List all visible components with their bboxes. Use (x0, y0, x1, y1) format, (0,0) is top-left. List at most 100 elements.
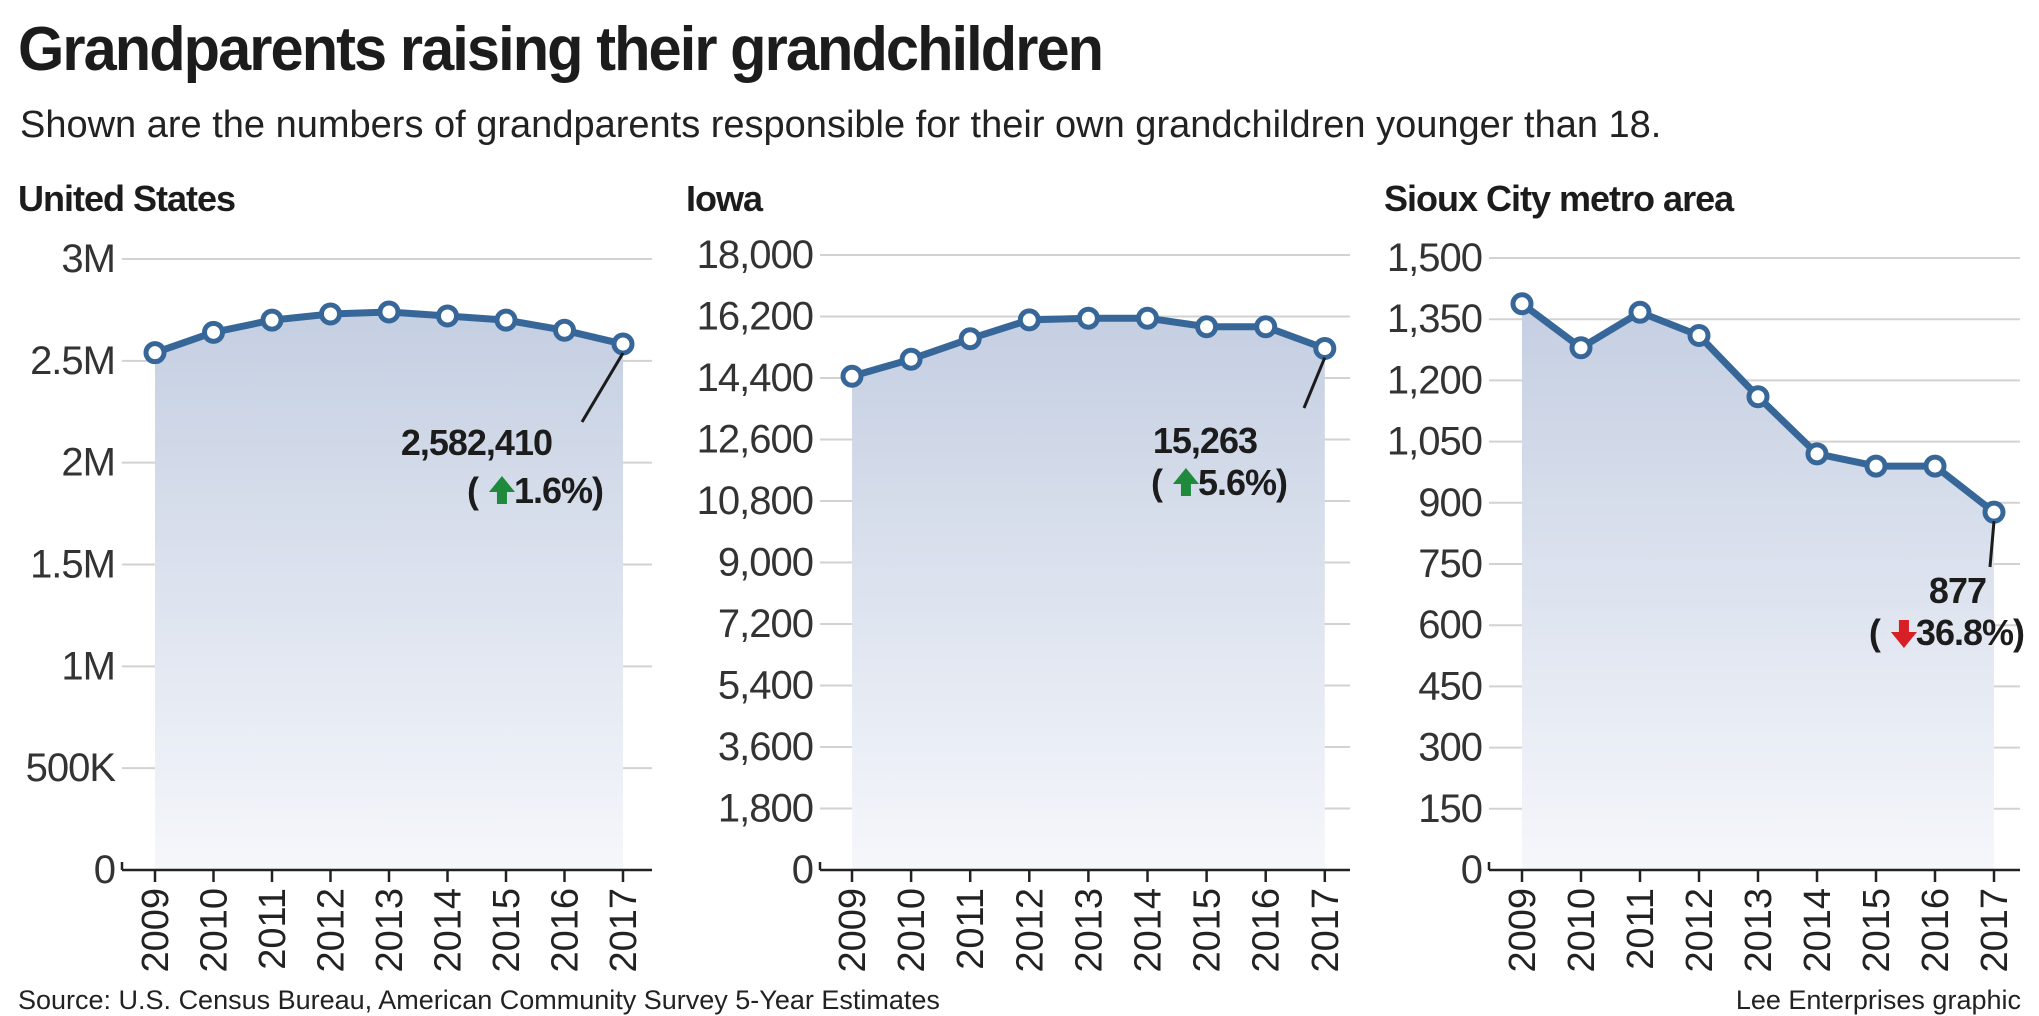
x-tick-label: 2012 (1679, 888, 1721, 973)
data-point-2011 (1628, 300, 1652, 324)
y-tick-label: 9,000 (718, 541, 813, 585)
x-tick-label: 2016 (1246, 888, 1288, 973)
annotation-arrow-gap: 36.8%) (1916, 612, 2024, 653)
y-tick-label: 1M (61, 644, 115, 688)
data-point-2015 (494, 308, 518, 332)
y-tick-label: 16,200 (697, 295, 813, 339)
annotation-leader (580, 352, 625, 423)
chart-sioux-city: 0 150 300 450 600 750 900 1,050 1,200 1,350 1,500 2… (1387, 236, 2025, 973)
y-tick-label: 1,350 (1387, 297, 1482, 341)
data-point-2011 (958, 327, 982, 351)
x-tick-label: 2013 (369, 888, 411, 973)
x-tick-label: 2015 (1187, 888, 1229, 973)
y-tick-label: 0 (1461, 848, 1482, 892)
y-tick-label: 1,200 (1387, 358, 1482, 402)
y-tick-label: 1.5M (30, 543, 115, 587)
data-point-2017 (611, 332, 635, 356)
panel-title-sioux-city: Sioux City metro area (1384, 178, 1734, 219)
x-tick-label: 2015 (486, 888, 528, 973)
panel-title-united-states: United States (18, 178, 236, 219)
y-tick-label: 1,500 (1387, 236, 1482, 280)
data-point-2009 (1510, 292, 1534, 316)
annotation-leader (1302, 356, 1327, 409)
data-point-2010 (202, 320, 225, 344)
annotation-paren-open: ( (1151, 462, 1163, 503)
annotation-change: (5.6%) (1151, 462, 1287, 503)
annotation-arrow-gap: 5.6%) (1198, 462, 1287, 503)
arrow-down-icon (1890, 620, 1917, 648)
x-tick-label: 2017 (1305, 888, 1347, 973)
y-tick-label: 1,800 (718, 787, 813, 831)
area-fill (155, 311, 623, 870)
x-tick-label: 2011 (1620, 888, 1662, 970)
annotation-change: (36.8%) (1869, 612, 2024, 653)
data-point-2013 (1076, 306, 1100, 330)
annotation-value: 2,582,410 (401, 422, 552, 463)
y-tick-label: 2.5M (30, 339, 115, 383)
x-tick-label: 2014 (428, 888, 470, 973)
annotation-change: (1.6%) (467, 470, 603, 511)
annotation-leader (1988, 521, 1996, 568)
data-point-2012 (1017, 308, 1041, 332)
credit-note: Lee Enterprises graphic (1735, 985, 2021, 1015)
source-note: Source: U.S. Census Bureau, American Com… (18, 985, 940, 1015)
annotation-paren-open: ( (467, 470, 479, 511)
area-fill (852, 318, 1325, 870)
x-tick-label: 2017 (1974, 888, 2016, 973)
x-tick-label: 2012 (1009, 888, 1051, 973)
y-tick-label: 500K (26, 746, 117, 790)
annotation-value: 15,263 (1153, 420, 1257, 461)
y-tick-label: 1,050 (1387, 420, 1482, 464)
y-tick-label: 10,800 (697, 479, 813, 523)
x-tick-label: 2012 (311, 888, 353, 973)
data-point-2009 (840, 364, 864, 388)
y-tick-label: 0 (792, 848, 813, 892)
x-tick-label: 2010 (891, 888, 933, 973)
y-tick-label: 750 (1418, 542, 1482, 586)
data-point-2015 (1195, 315, 1219, 339)
data-point-2012 (1687, 324, 1711, 348)
page-subtitle: Shown are the numbers of grandparents re… (20, 104, 1662, 146)
x-tick-label: 2016 (1915, 888, 1957, 973)
y-tick-label: 12,600 (697, 418, 813, 462)
y-tick-label: 3,600 (718, 725, 813, 769)
data-point-2014 (1136, 306, 1159, 330)
x-tick-label: 2014 (1128, 888, 1170, 973)
y-tick-label: 2M (61, 441, 115, 485)
x-tick-label: 2011 (252, 888, 294, 970)
y-tick-label: 14,400 (697, 356, 813, 400)
annotation-paren-open: ( (1869, 612, 1881, 653)
arrow-up-icon (1172, 468, 1199, 496)
panel-title-iowa: Iowa (686, 178, 763, 219)
data-point-2017 (1982, 500, 2006, 524)
data-point-2015 (1864, 454, 1888, 478)
data-point-2009 (143, 341, 167, 365)
data-point-2013 (377, 300, 401, 324)
data-point-2013 (1746, 385, 1770, 409)
x-tick-label: 2016 (545, 888, 587, 973)
data-point-2016 (1254, 315, 1278, 339)
x-tick-label: 2009 (135, 888, 177, 973)
y-tick-label: 5,400 (718, 664, 813, 708)
chart-iowa: 0 1,800 3,600 5,400 7,200 9,000 10,800 12,600 14… (697, 233, 1350, 973)
x-tick-label: 2014 (1797, 888, 1839, 973)
x-tick-label: 2010 (1561, 888, 1603, 973)
data-point-2017 (1313, 337, 1337, 361)
data-point-2011 (260, 308, 284, 332)
data-point-2010 (899, 347, 923, 371)
annotation-value: 877 (1929, 570, 1986, 611)
data-point-2012 (319, 302, 342, 326)
chart-united-states: 0 500K 1M 1.5M 2M 2.5M 3M 2009 2010 2011 2012 2013 2… (26, 237, 652, 973)
y-tick-label: 3M (61, 237, 115, 281)
y-tick-label: 600 (1418, 603, 1482, 647)
data-point-2016 (1923, 454, 1947, 478)
x-tick-label: 2015 (1856, 888, 1898, 973)
data-point-2016 (553, 318, 576, 342)
y-tick-label: 150 (1418, 787, 1482, 831)
data-point-2014 (1805, 442, 1829, 466)
x-tick-label: 2017 (603, 888, 645, 973)
y-tick-label: 450 (1418, 664, 1482, 708)
y-tick-label: 300 (1418, 726, 1482, 770)
y-tick-label: 0 (94, 848, 115, 892)
